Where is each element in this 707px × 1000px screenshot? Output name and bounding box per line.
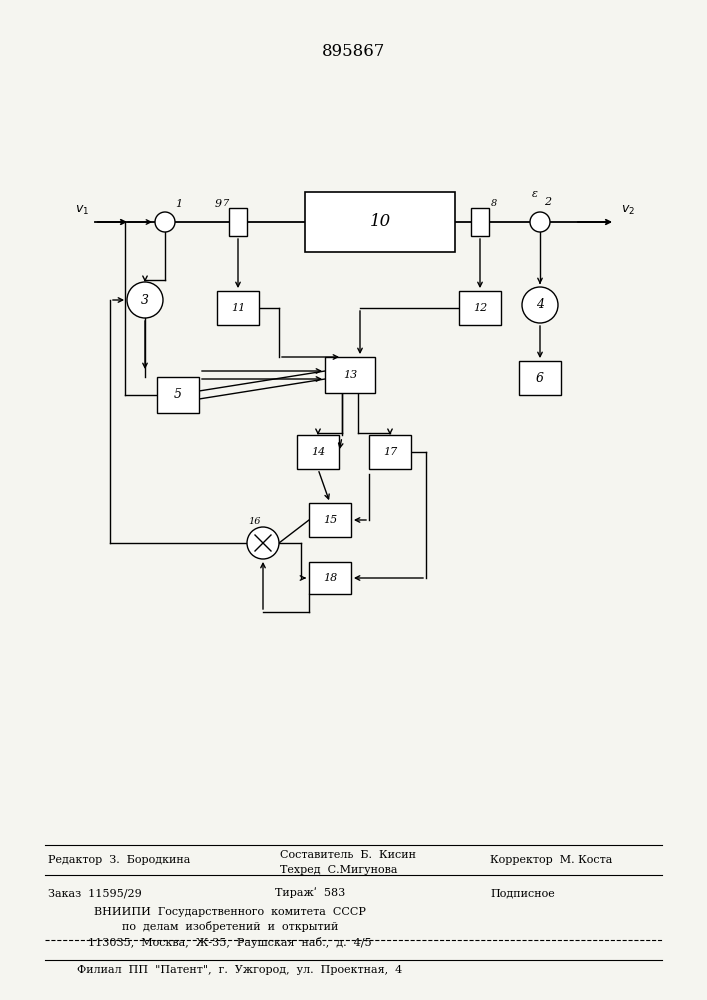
Bar [471,208,489,236]
Text: 14: 14 [311,447,325,457]
Text: Филиал  ПП  "Патент",  г.  Ужгород,  ул.  Проектная,  4: Филиал ПП "Патент", г. Ужгород, ул. Прое… [77,965,402,975]
Text: Подписное: Подписное [490,888,555,898]
Text: $v_1$: $v_1$ [75,203,89,217]
Text: 113035,  Москва,  Ж-35,  Раушская  наб.,  д.  4/5: 113035, Москва, Ж-35, Раушская наб., д. … [88,936,372,948]
Text: 17: 17 [383,447,397,457]
Text: ВНИИПИ  Государственного  комитета  СССР: ВНИИПИ Государственного комитета СССР [94,907,366,917]
Text: Составитель  Б.  Кисин: Составитель Б. Кисин [280,850,416,860]
Text: Тиражʹ  583: Тиражʹ 583 [275,888,345,898]
Text: 7: 7 [223,200,229,209]
Text: 8: 8 [491,200,497,209]
Text: 2: 2 [544,197,551,207]
Text: 12: 12 [473,303,487,313]
Text: 895867: 895867 [322,43,386,60]
Bar [309,503,351,537]
Text: 16: 16 [249,516,262,526]
Circle shape [247,527,279,559]
Text: 1: 1 [175,199,182,209]
Text: Редактор  З.  Бородкина: Редактор З. Бородкина [48,855,190,865]
Circle shape [127,282,163,318]
Text: 4: 4 [536,298,544,312]
Text: 10: 10 [369,214,391,231]
Text: $v_2$: $v_2$ [621,203,635,217]
Text: 5: 5 [174,388,182,401]
Text: 15: 15 [323,515,337,525]
Bar [305,192,455,252]
Text: ε: ε [532,189,538,199]
Bar [217,291,259,325]
Circle shape [522,287,558,323]
Text: 3: 3 [141,294,149,306]
Text: 18: 18 [323,573,337,583]
Bar [325,357,375,393]
Text: 6: 6 [536,371,544,384]
Text: 11: 11 [231,303,245,313]
Circle shape [155,212,175,232]
Circle shape [530,212,550,232]
Bar [309,562,351,594]
Text: по  делам  изобретений  и  открытий: по делам изобретений и открытий [122,922,338,932]
Bar [229,208,247,236]
Bar [297,435,339,469]
Bar [459,291,501,325]
Text: 9: 9 [214,199,221,209]
Bar [369,435,411,469]
Text: Корректор  М. Коста: Корректор М. Коста [490,855,616,865]
Text: 13: 13 [343,370,357,380]
Text: Техред  С.Мигунова: Техред С.Мигунова [280,865,397,875]
Text: Заказ  11595/29: Заказ 11595/29 [48,888,141,898]
Bar [519,361,561,395]
Bar [157,377,199,413]
